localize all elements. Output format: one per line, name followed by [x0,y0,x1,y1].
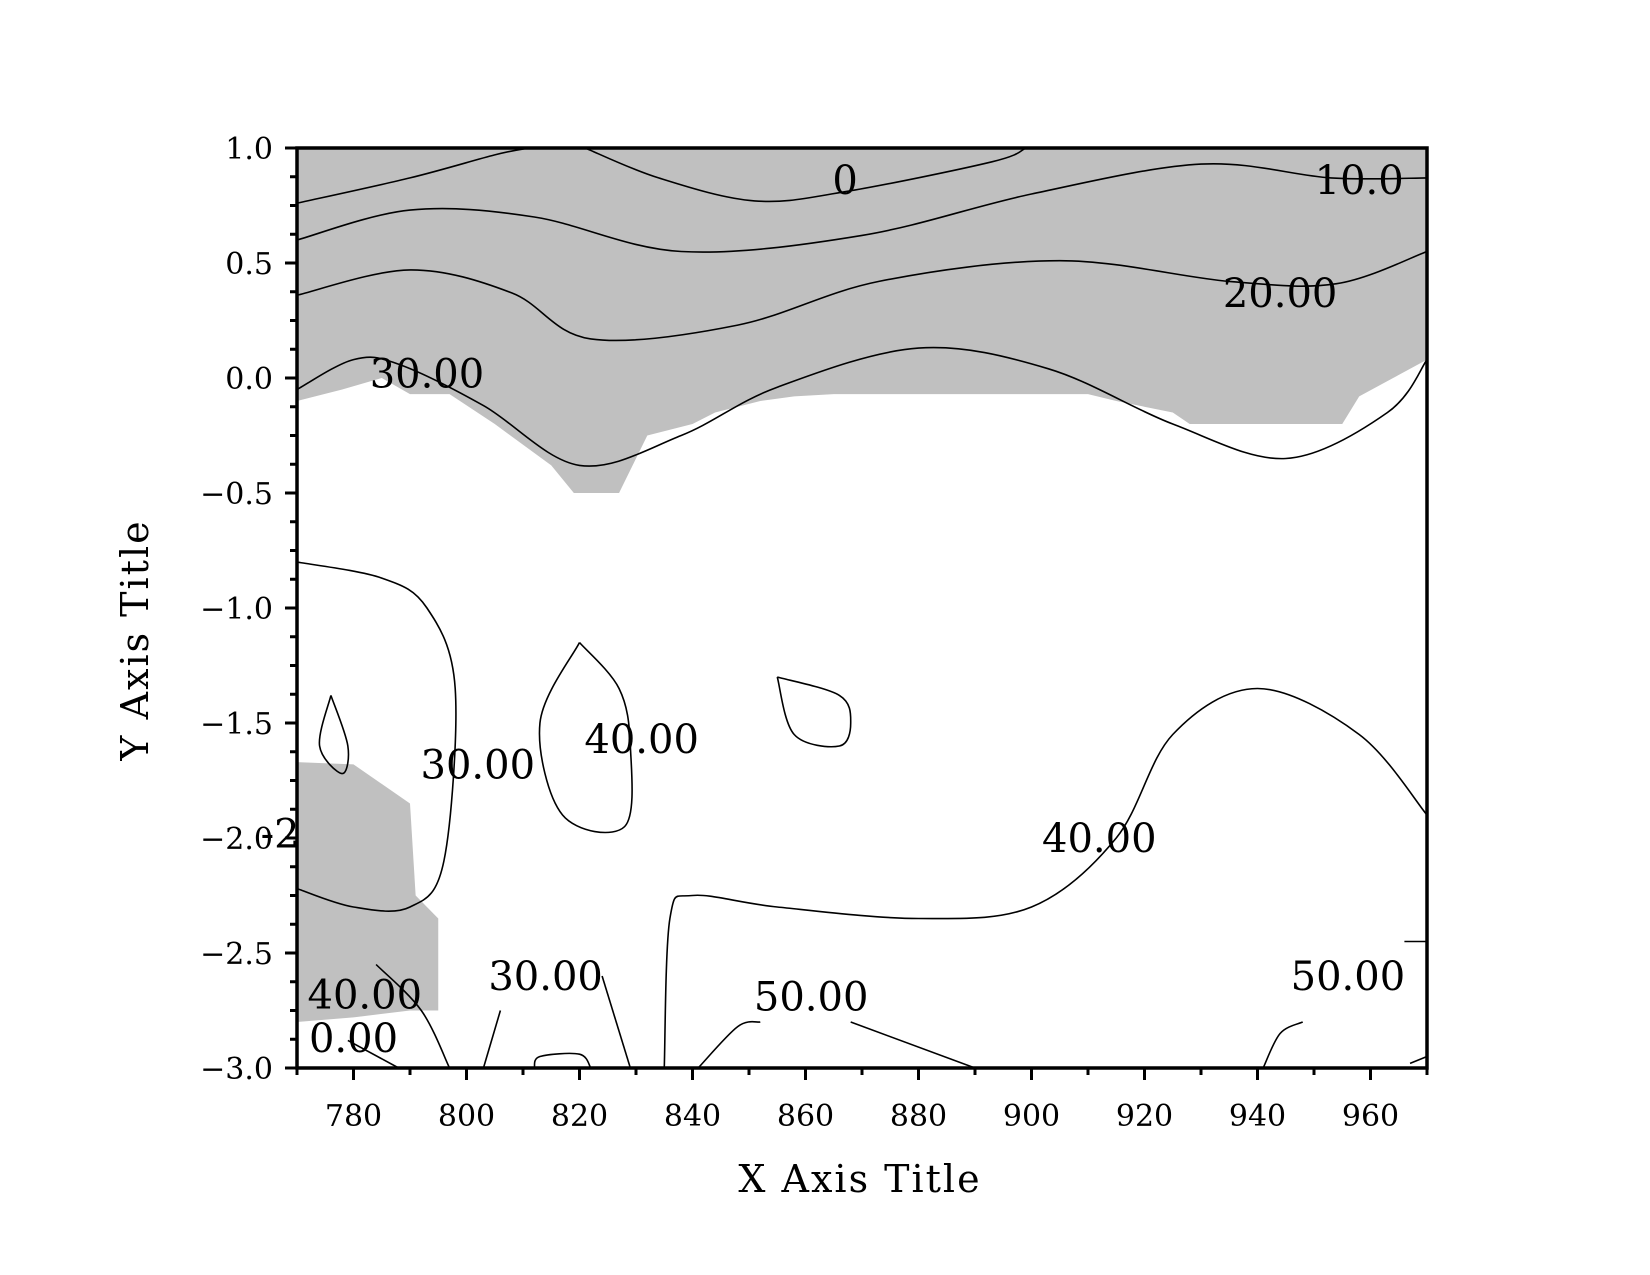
contour-line-15 [850,1021,976,1069]
contour-line-14 [697,1020,761,1069]
contour-line-6 [318,695,350,775]
contour-line-3 [296,250,1428,342]
x-tick-label: 820 [551,1099,608,1134]
contour-line-11 [482,1010,502,1069]
y-tick-label: −1.0 [200,592,273,627]
x-tick-label: 800 [438,1099,495,1134]
shaded-region-0 [297,148,1427,493]
contour-labels: 0 10.0 20.00 30.00 30.00 40.00 40.00 30.00 40.00… [261,158,1406,1062]
x-ticks: 780 800 820 840 860 880 900 920 940 960 [295,1068,1429,1134]
contour-line-8 [776,676,852,748]
y-tick-label: −3.0 [200,1052,273,1087]
x-tick-label: 860 [777,1099,834,1134]
contour-label-12: -2 [261,811,300,857]
x-tick-label: 960 [1342,1099,1399,1134]
x-tick-label: 900 [1003,1099,1060,1134]
x-axis-title: X Axis Title [738,1157,981,1201]
contour-line-13 [533,1052,592,1069]
contour-line-2 [296,162,1428,253]
contour-label-3: 30.00 [370,351,485,397]
contour-line-7 [538,641,633,834]
contour-lines [296,147,1428,1069]
contour-line-19 [347,1039,400,1069]
y-tick-label: 0.5 [225,247,273,282]
y-tick-label: −2.0 [200,822,273,857]
contour-line-18 [1409,1055,1428,1065]
y-ticks: 1.0 0.5 0.0 −0.5 −1.0 −1.5 −2.0 −2.5 −3.0 [200,132,297,1087]
shaded-region-1 [297,762,439,1022]
y-axis-title: Y Axis Title [113,519,157,761]
x-tick-label: 920 [1116,1099,1173,1134]
contour-label-10: 50.00 [754,975,869,1021]
contour-label-6: 40.00 [1042,816,1157,862]
y-tick-label: −0.5 [200,477,273,512]
contour-line-1 [584,147,1027,203]
contour-line-4 [296,346,1428,467]
contour-label-4: 30.00 [421,742,536,788]
contour-label-8: 40.00 [308,972,423,1018]
x-tick-label: 840 [664,1099,721,1134]
contour-label-11: 50.00 [1291,954,1406,1000]
x-tick-label: 780 [325,1099,382,1134]
x-tick-label: 940 [1229,1099,1286,1134]
contour-line-10 [375,963,451,1069]
contour-line-16 [1262,1021,1304,1069]
contour-label-2: 20.00 [1223,271,1338,317]
contour-label-0: 0 [832,158,857,204]
contour-line-12 [601,975,632,1069]
contour-label-7: 30.00 [488,954,603,1000]
contour-label-9: 0.00 [309,1016,398,1062]
contour-label-5: 40.00 [584,717,699,763]
contour-label-1: 10.0 [1315,158,1404,204]
shaded-regions [297,148,1427,1022]
y-tick-label: −1.5 [200,707,273,742]
x-tick-label: 880 [890,1099,947,1134]
contour-line-0 [296,147,529,204]
contour-line-5 [296,561,457,912]
y-tick-label: 0.0 [225,362,273,397]
contour-line-9 [663,687,1428,1069]
y-tick-label: 1.0 [225,132,273,167]
y-tick-label: −2.5 [200,937,273,972]
